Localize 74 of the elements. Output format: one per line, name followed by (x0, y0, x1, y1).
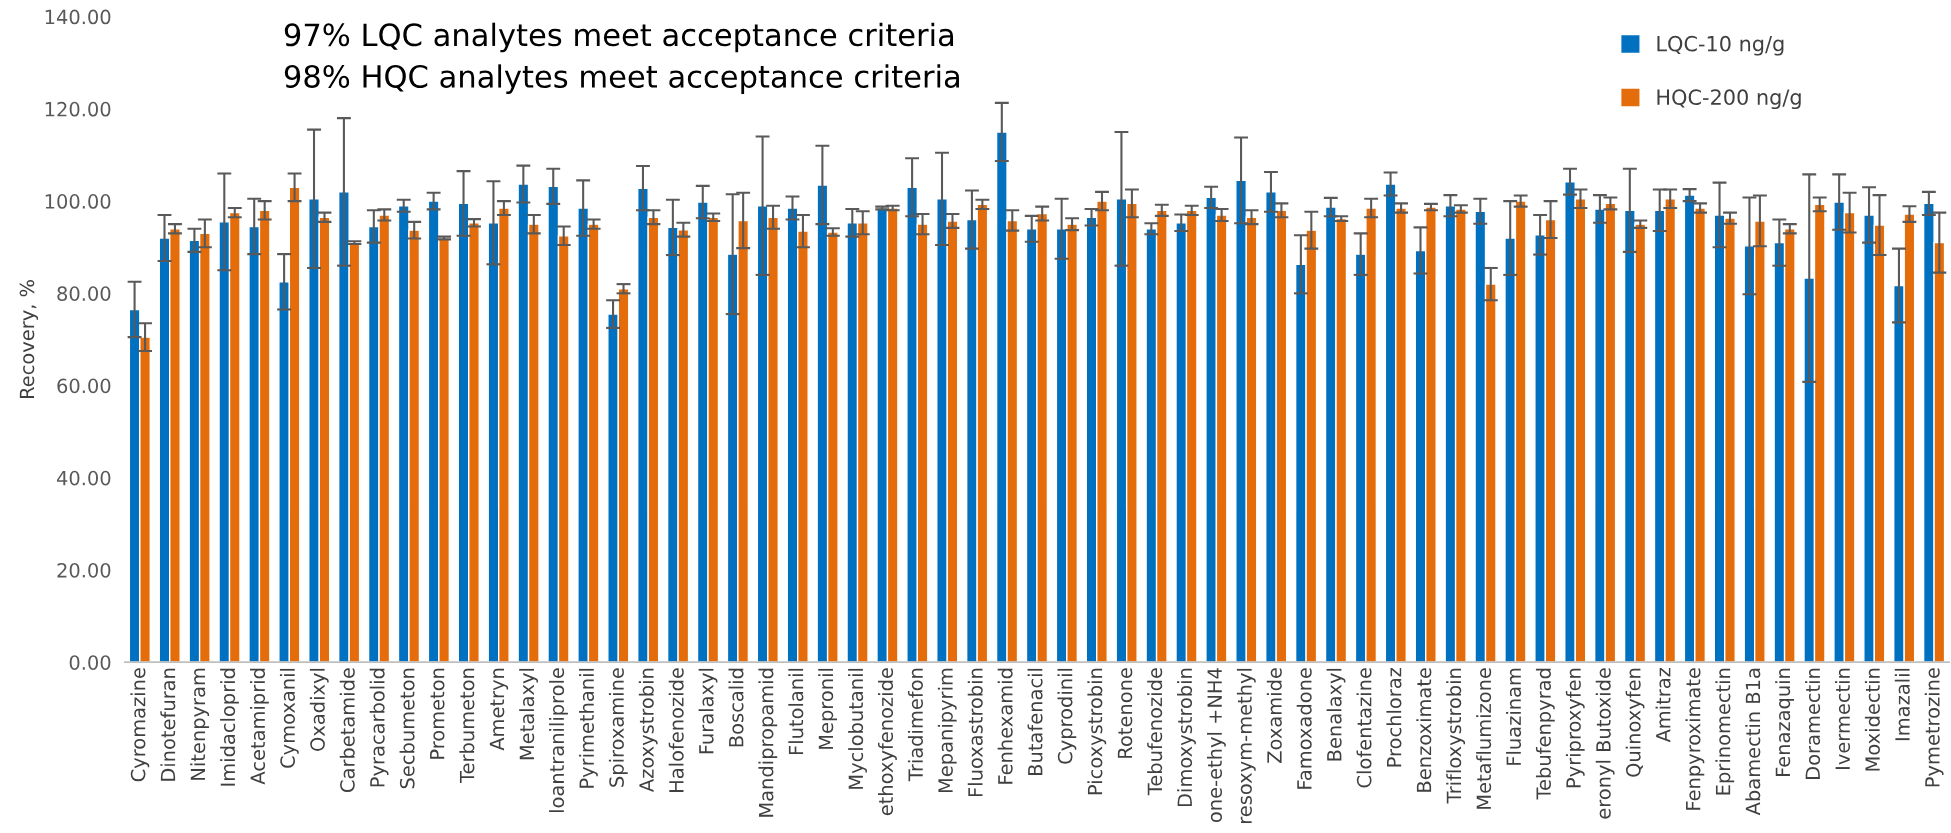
x-tick-label: ethoxyfenozide (878, 668, 897, 816)
y-tick-label: 60.00 (57, 378, 111, 394)
x-tick-label: Cyromazine (130, 668, 150, 782)
x-tick-label: Abamectin B1a (1745, 668, 1761, 816)
y-tick-label: 0.00 (69, 655, 111, 670)
y-tick-label: 20.00 (57, 562, 111, 578)
x-tick-label: Mepanipyrim (937, 668, 957, 793)
x-tick-label: Boscalid (728, 668, 744, 747)
x-tick-label: Fluoxastrobin (967, 668, 983, 797)
x-tick-label: Moxidectin (1864, 668, 1880, 771)
x-tick-label: one-ethyl +NH4 (1206, 668, 1226, 823)
x-tick-label: Clofentazine (1356, 668, 1372, 788)
y-tick-label: 140.00 (45, 9, 111, 25)
x-tick-label: Spiroxamine (608, 668, 628, 787)
x-tick-label: Prometon (430, 668, 445, 759)
x-tick-label: Fenhexamid (997, 668, 1013, 784)
x-tick-label: Amitraz (1655, 667, 1671, 743)
x-tick-label: Azoxystrobin (638, 668, 658, 793)
x-tick-label: Nitenpyram (190, 668, 210, 780)
x-tick-label: Trifloxystrobin (1446, 668, 1466, 804)
x-tick-label: Dimoxystrobin (1177, 668, 1196, 807)
y-tick-label: 100.00 (45, 194, 111, 209)
x-tick-label: Rotenone (1117, 668, 1133, 758)
x-tick-label: Butafenacil (1027, 668, 1043, 775)
x-tick-label: Ametryn (489, 668, 509, 751)
x-tick-label: loantraniliprole (549, 668, 568, 813)
x-tick-label: Pyracarbolid (369, 668, 389, 787)
x-tick-label: Cyprodinil (1057, 668, 1077, 764)
x-tick-label: Tebufenozide (1147, 668, 1163, 796)
legend-label: HQC-200 ng/g (1657, 89, 1801, 110)
x-tick-label: Mandipropamid (758, 668, 778, 817)
x-tick-label: Eprinomectin (1715, 668, 1735, 795)
y-tick-label: 80.00 (57, 286, 111, 301)
x-tick-label: Fluazinam (1506, 668, 1522, 765)
x-tick-label: Famoxadone (1296, 668, 1312, 789)
x-tick-label: Dinotefuran (160, 668, 176, 781)
annotation: 98% HQC analytes meet acceptance criteria (284, 64, 959, 94)
x-tick-label: Picoxystrobin (1087, 668, 1107, 795)
x-tick-label: Imazalil (1894, 668, 1910, 741)
x-tick-label: Secbumeton (399, 668, 415, 789)
x-tick-label: Tebufenpyrad (1535, 668, 1555, 800)
x-tick-label: Pyrimethanil (578, 668, 598, 788)
x-tick-label: Triadimefon (907, 668, 923, 782)
x-tick-label: Metalaxyl (519, 668, 538, 760)
x-tick-label: Cymoxanil (279, 668, 299, 768)
x-tick-label: Pymetrozine (1924, 668, 1944, 787)
x-tick-label: Quinoxyfen (1625, 668, 1645, 777)
x-tick-label: Terbumeton (459, 668, 475, 784)
x-tick-label: resoxym-methyl (1236, 668, 1256, 823)
x-tick-label: Pyriproxyfen (1565, 668, 1585, 788)
x-tick-label: Benzoximate (1416, 668, 1432, 792)
x-tick-label: Zoxamide (1266, 668, 1282, 763)
legend-label: LQC-10 ng/g (1657, 35, 1784, 56)
x-tick-label: Imidacloprid (220, 668, 239, 786)
annotation: 97% LQC analytes meet acceptance criteria (284, 22, 954, 53)
y-tick-label: 40.00 (56, 470, 111, 486)
x-tick-label: Halofenozide (668, 668, 684, 792)
y-axis-title: Recovery, % (19, 280, 39, 399)
x-tick-label: Mepronil (818, 668, 838, 749)
x-tick-label: Benalaxyl (1326, 668, 1346, 761)
x-tick-label: Metaflumizone (1476, 668, 1492, 809)
x-tick-label: Flutolanil (788, 668, 804, 755)
x-tick-label: Ivermectin (1834, 668, 1851, 769)
x-tick-label: Oxadixyl (309, 668, 329, 751)
x-tick-label: eronyl Butoxide (1595, 668, 1615, 819)
x-tick-label: Prochloraz (1386, 667, 1402, 767)
x-tick-label: Carbetamide (339, 668, 355, 792)
x-tick-label: Acetamiprid (250, 668, 269, 785)
x-tick-label: Fenpyroximate (1685, 668, 1705, 810)
x-tick-label: Fenazaquin (1775, 668, 1794, 777)
y-tick-label: 120.00 (45, 101, 111, 117)
x-tick-label: Doramectin (1805, 668, 1821, 779)
x-tick-label: Furalaxyl (698, 668, 718, 754)
x-tick-label: Myclobutanil (848, 668, 867, 789)
